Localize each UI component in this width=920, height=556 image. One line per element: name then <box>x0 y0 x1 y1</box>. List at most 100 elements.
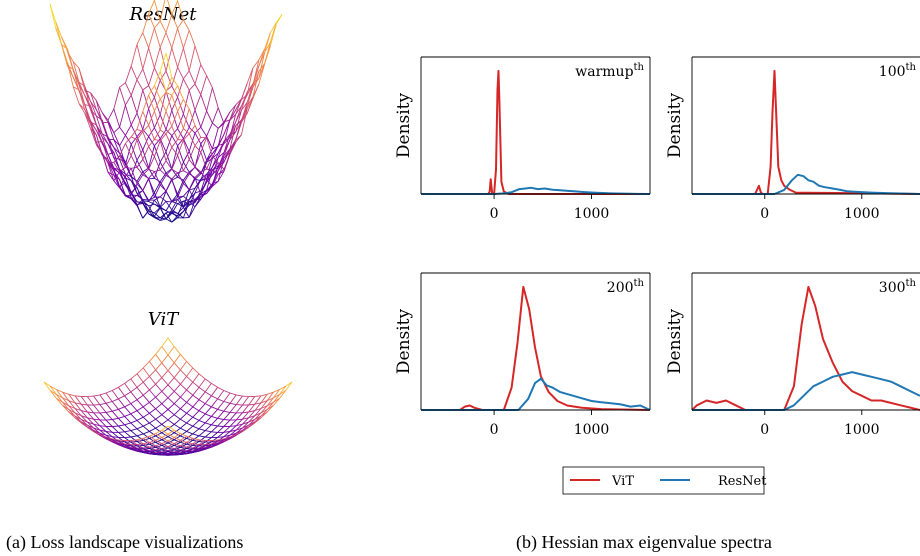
surface-mesh-line <box>180 423 186 428</box>
surface-mesh-line <box>100 405 106 413</box>
surface-mesh-line <box>131 414 137 421</box>
surface-mesh-line <box>118 426 124 432</box>
surface-mesh-line <box>137 429 143 434</box>
surface-mesh-line <box>137 407 143 411</box>
surface-mesh-line <box>125 66 131 83</box>
surface-mesh-line <box>187 452 193 453</box>
surface-mesh-line <box>183 217 189 218</box>
surface-mesh-line <box>199 423 205 429</box>
surface-mesh-line <box>162 391 168 398</box>
series-line-resnet <box>421 379 650 410</box>
surface-mesh-line <box>187 361 193 368</box>
surface-mesh-line <box>224 411 230 412</box>
x-tick-label: 0 <box>490 422 499 438</box>
surface-mesh-line <box>106 403 112 411</box>
surface-mesh-line <box>195 110 201 127</box>
surface-mesh-line <box>174 415 180 420</box>
surface-mesh-line <box>211 396 217 399</box>
surface-mesh-line <box>174 384 180 391</box>
hessian-spectra-grid: 0 1000Densitywarmupth0 1000Density100th0 10… <box>394 57 920 438</box>
surface-mesh-line <box>187 426 193 431</box>
surface-mesh-line <box>118 416 124 418</box>
surface-mesh-line <box>125 444 131 445</box>
surface-mesh-line <box>174 370 180 378</box>
surface-mesh-line <box>114 109 120 127</box>
surface-mesh-line <box>137 90 143 113</box>
surface-mesh-line <box>154 28 160 47</box>
surface-mesh-line <box>270 23 276 42</box>
surface-mesh-line <box>193 434 199 436</box>
surface-mesh-line <box>125 404 131 407</box>
surface-mesh-line <box>149 354 155 361</box>
surface-mesh-line <box>187 402 193 407</box>
surface-mesh-line <box>189 160 195 167</box>
surface-mesh-line <box>236 405 242 406</box>
surface-mesh-line <box>137 44 143 69</box>
surface-mesh-line <box>160 33 166 48</box>
surface-mesh-line <box>156 354 162 363</box>
surface-mesh-line <box>143 390 149 395</box>
surface-mesh-line <box>162 410 168 415</box>
surface-mesh-line <box>149 48 155 68</box>
surface-mesh-line <box>218 402 224 410</box>
surface-mesh-line <box>168 404 174 410</box>
surface-mesh-line <box>168 420 174 425</box>
surface-mesh-line <box>143 361 149 368</box>
surface-mesh-line <box>143 33 149 48</box>
surface-mesh-line <box>131 167 137 168</box>
surface-mesh-line <box>168 410 174 415</box>
surface-mesh-line <box>149 454 155 455</box>
surface-mesh-line <box>195 84 201 95</box>
surface-mesh-line <box>174 409 180 415</box>
surface-mesh-line <box>211 387 217 396</box>
surface-mesh-line <box>193 411 199 418</box>
series-line-vit <box>692 287 920 410</box>
surface-mesh-line <box>162 385 168 391</box>
surface-mesh-line <box>193 368 199 374</box>
surface-mesh-line <box>143 407 149 413</box>
surface-mesh-line <box>118 396 124 399</box>
surface-mesh-line <box>137 33 143 45</box>
surface-mesh-line <box>199 436 205 437</box>
surface-mesh-line <box>131 431 137 436</box>
surface-mesh-line <box>189 174 195 178</box>
surface-mesh-line <box>112 409 118 411</box>
surface-mesh-line <box>166 48 172 71</box>
surface-mesh-line <box>143 112 149 126</box>
surface-mesh-line <box>112 391 118 399</box>
surface-mesh-line <box>125 431 131 432</box>
surface-mesh-line <box>131 95 137 113</box>
surface-mesh-line <box>106 393 112 402</box>
surface-mesh-line <box>137 426 143 429</box>
surface-mesh-line <box>242 397 248 406</box>
surface-mesh-line <box>187 395 193 402</box>
surface-mesh-line <box>178 100 184 112</box>
surface-mesh-line <box>218 420 224 427</box>
surface-mesh-line <box>143 190 149 200</box>
surface-mesh-line <box>218 418 224 419</box>
surface-mesh-line <box>149 428 155 431</box>
surface-mesh-line <box>183 30 189 48</box>
spectrum-panel: 0 1000 Density 300th <box>665 273 920 438</box>
surface-mesh-line <box>187 390 193 395</box>
surface-mesh-line <box>112 427 118 433</box>
surface-mesh-line <box>143 90 149 109</box>
surface-mesh-line <box>106 412 112 419</box>
surface-mesh-line <box>174 363 180 370</box>
surface-mesh-line <box>249 397 255 406</box>
surface-mesh-line <box>137 374 143 382</box>
x-tick-label: 1000 <box>574 206 610 222</box>
surface-mesh-line <box>149 361 155 370</box>
legend-label-resnet: ResNet <box>718 474 767 489</box>
surface-mesh-line <box>187 368 193 377</box>
surface-mesh-line <box>180 402 186 408</box>
surface-mesh-line <box>143 431 149 434</box>
surface-mesh-line <box>143 368 149 377</box>
surface-mesh-line <box>137 80 143 90</box>
surface-mesh-line <box>162 355 168 363</box>
surface-mesh-line <box>137 368 143 374</box>
surface-mesh-line <box>102 123 108 140</box>
surface-mesh-line <box>131 448 137 449</box>
surface-mesh-line <box>183 71 189 79</box>
surface-mesh-line <box>143 423 149 426</box>
